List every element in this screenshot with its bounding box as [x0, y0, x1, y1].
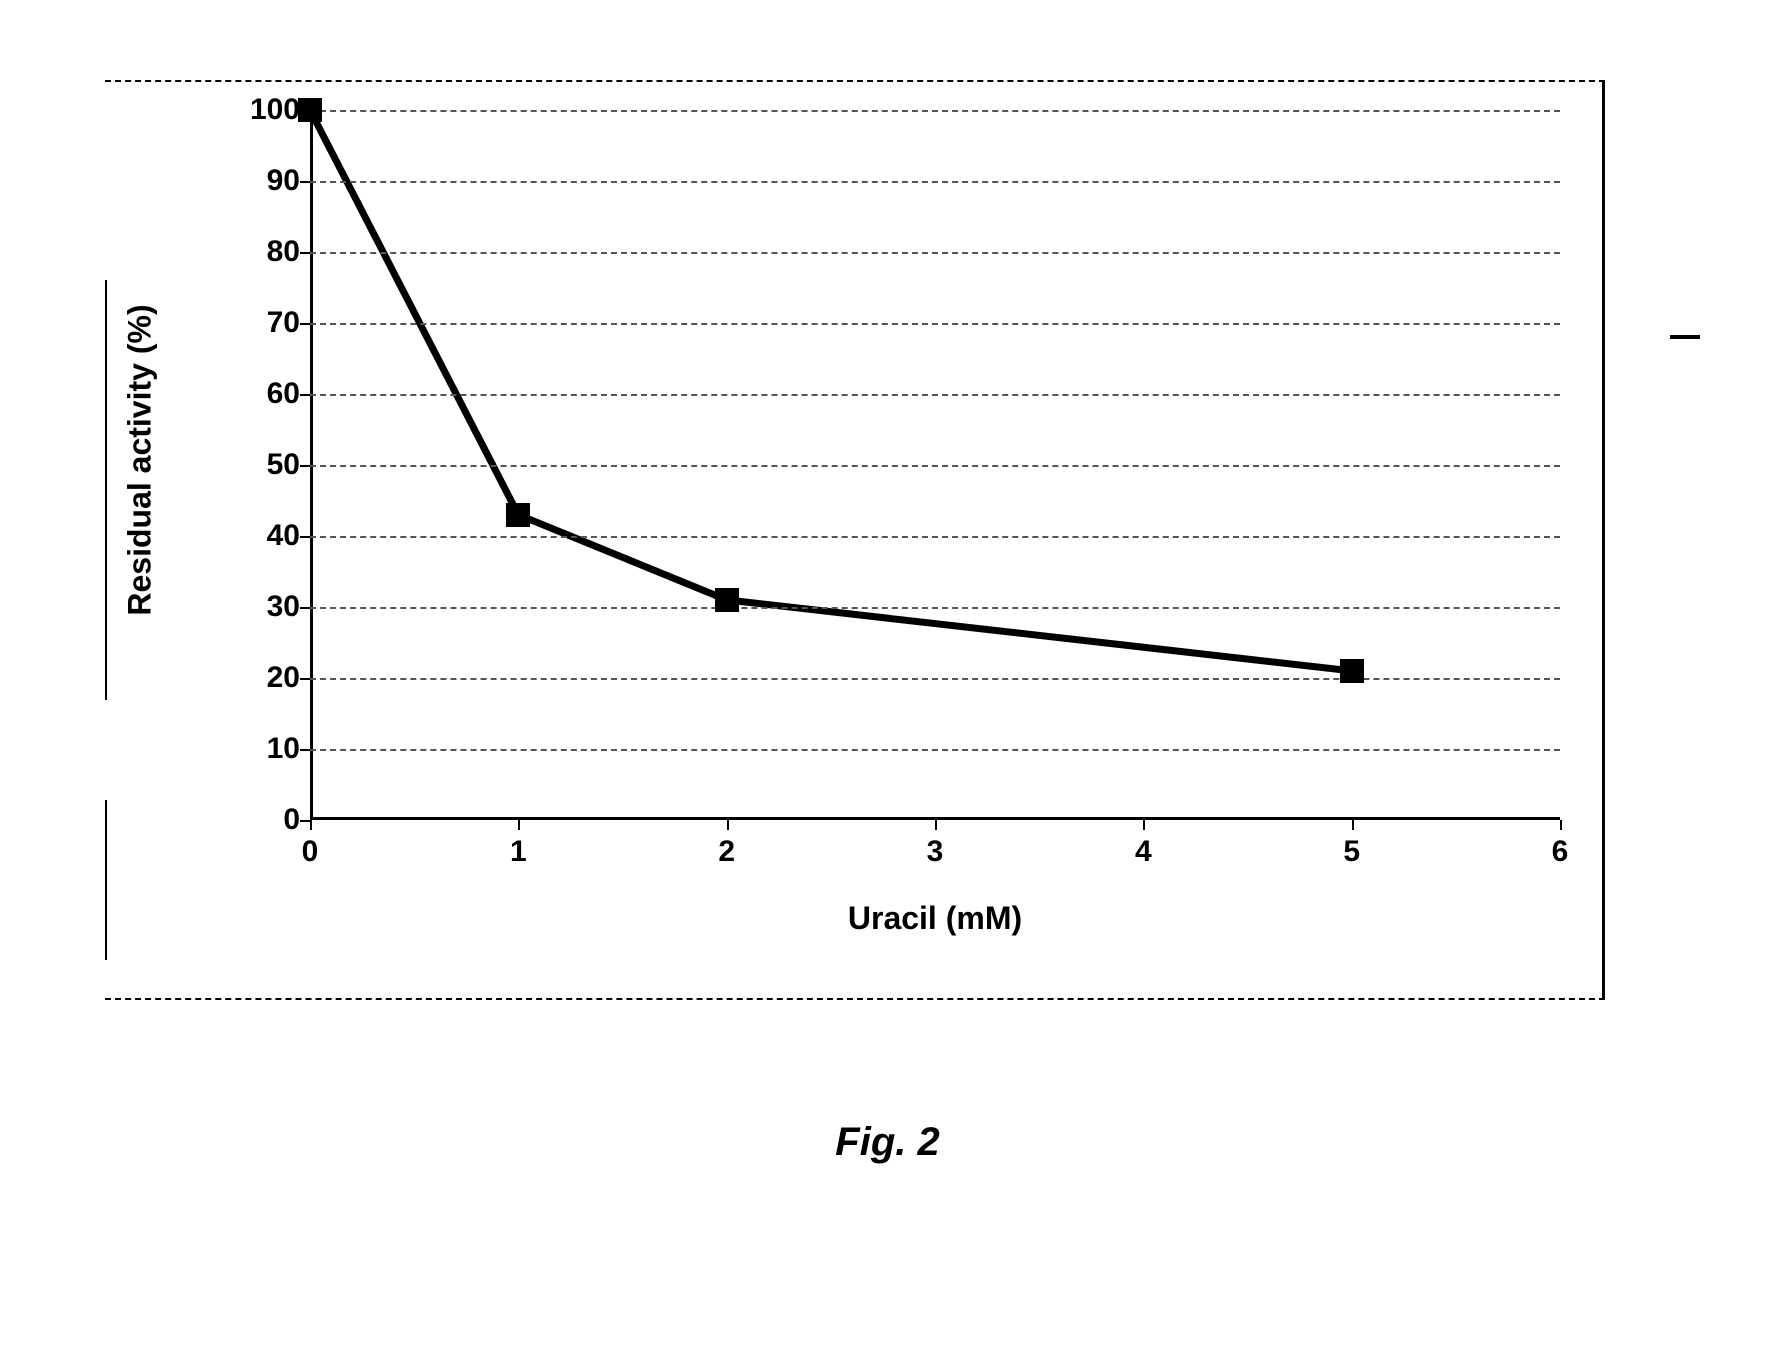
y-tick-label: 20	[230, 661, 300, 695]
y-tick	[300, 252, 310, 254]
y-axis-title: Residual activity (%)	[122, 304, 159, 615]
x-tick	[1143, 820, 1145, 830]
gridline	[310, 678, 1560, 680]
y-tick-label: 30	[230, 590, 300, 624]
y-tick-label: 50	[230, 448, 300, 482]
x-tick-label: 0	[290, 835, 330, 869]
gridline	[310, 749, 1560, 751]
y-tick-label: 10	[230, 732, 300, 766]
gridline	[310, 394, 1560, 396]
gridline	[310, 252, 1560, 254]
x-tick	[1352, 820, 1354, 830]
data-marker	[506, 503, 530, 527]
y-tick-label: 100	[230, 93, 300, 127]
y-tick-label: 80	[230, 235, 300, 269]
y-tick-label: 90	[230, 164, 300, 198]
x-tick	[518, 820, 520, 830]
x-tick-label: 1	[498, 835, 538, 869]
x-axis-title: Uracil (mM)	[848, 900, 1022, 937]
data-marker	[715, 588, 739, 612]
x-tick-label: 3	[915, 835, 955, 869]
y-tick	[300, 323, 310, 325]
y-tick	[300, 749, 310, 751]
x-tick	[935, 820, 937, 830]
y-tick-label: 40	[230, 519, 300, 553]
figure-caption: Fig. 2	[835, 1120, 939, 1165]
gridline	[310, 536, 1560, 538]
gridline	[310, 465, 1560, 467]
y-tick-label: 0	[230, 803, 300, 837]
y-tick-label: 70	[230, 306, 300, 340]
x-tick-label: 6	[1540, 835, 1580, 869]
y-tick	[300, 678, 310, 680]
x-tick-label: 5	[1332, 835, 1372, 869]
y-tick	[300, 181, 310, 183]
y-tick-label: 60	[230, 377, 300, 411]
gridline	[310, 181, 1560, 183]
y-tick	[300, 394, 310, 396]
y-tick	[300, 820, 310, 822]
data-marker	[1340, 659, 1364, 683]
page: Residual activity (%) Uracil (mM) 010203…	[0, 0, 1775, 1359]
gridline	[310, 110, 1560, 112]
x-tick-label: 2	[707, 835, 747, 869]
gridline	[310, 607, 1560, 609]
y-tick	[300, 607, 310, 609]
y-tick	[300, 465, 310, 467]
x-tick	[1560, 820, 1562, 830]
x-tick-label: 4	[1123, 835, 1163, 869]
plot-area: 01020304050607080901000123456	[310, 110, 1560, 820]
gridline	[310, 323, 1560, 325]
data-marker	[298, 98, 322, 122]
frame-left-segment	[105, 280, 107, 700]
y-tick	[300, 536, 310, 538]
frame-left-segment	[105, 800, 107, 960]
stray-mark	[1670, 335, 1700, 339]
x-tick	[310, 820, 312, 830]
x-tick	[727, 820, 729, 830]
